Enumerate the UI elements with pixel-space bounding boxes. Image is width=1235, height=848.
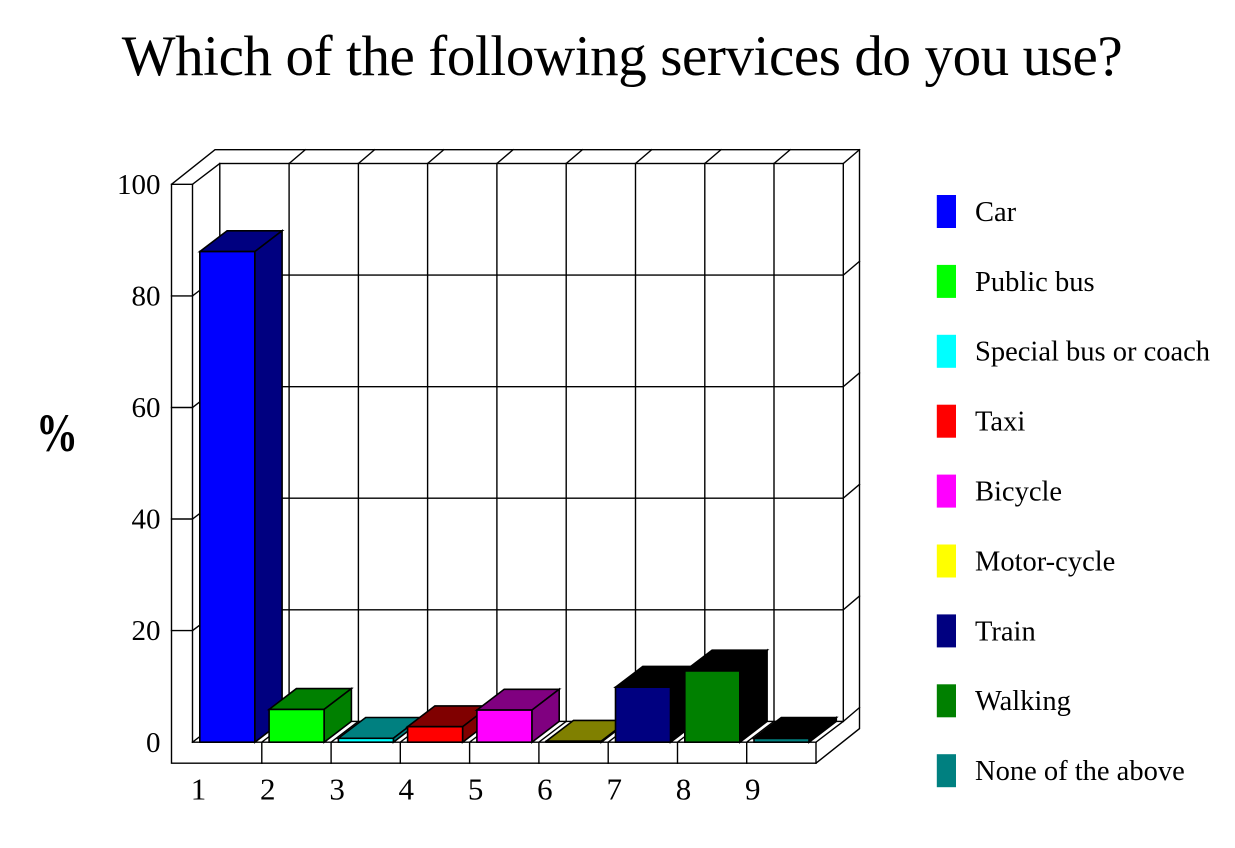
svg-text:Special bus or coach: Special bus or coach <box>975 337 1210 368</box>
svg-text:2: 2 <box>260 772 276 807</box>
svg-text:Motor-cycle: Motor-cycle <box>975 546 1115 577</box>
svg-text:40: 40 <box>132 504 161 536</box>
svg-text:None of the above: None of the above <box>975 756 1185 787</box>
svg-text:3: 3 <box>329 772 345 807</box>
svg-text:Train: Train <box>975 616 1036 647</box>
svg-text:5: 5 <box>468 772 484 807</box>
svg-text:Which of the following service: Which of the following services do you u… <box>122 25 1123 88</box>
svg-text:8: 8 <box>676 772 692 807</box>
svg-text:4: 4 <box>399 772 415 807</box>
svg-text:Taxi: Taxi <box>975 407 1025 438</box>
svg-text:Bicycle: Bicycle <box>975 477 1062 508</box>
svg-text:1: 1 <box>191 772 207 807</box>
svg-text:0: 0 <box>146 727 161 759</box>
svg-text:60: 60 <box>132 392 161 424</box>
svg-text:Car: Car <box>975 197 1017 228</box>
svg-text:100: 100 <box>117 169 161 201</box>
svg-text:80: 80 <box>132 281 161 313</box>
svg-text:7: 7 <box>606 772 622 807</box>
svg-text:9: 9 <box>745 772 761 807</box>
svg-text:Walking: Walking <box>975 686 1071 717</box>
svg-text:Public bus: Public bus <box>975 267 1095 298</box>
svg-text:%: % <box>36 403 78 463</box>
svg-text:20: 20 <box>132 615 161 647</box>
svg-text:6: 6 <box>537 772 553 807</box>
